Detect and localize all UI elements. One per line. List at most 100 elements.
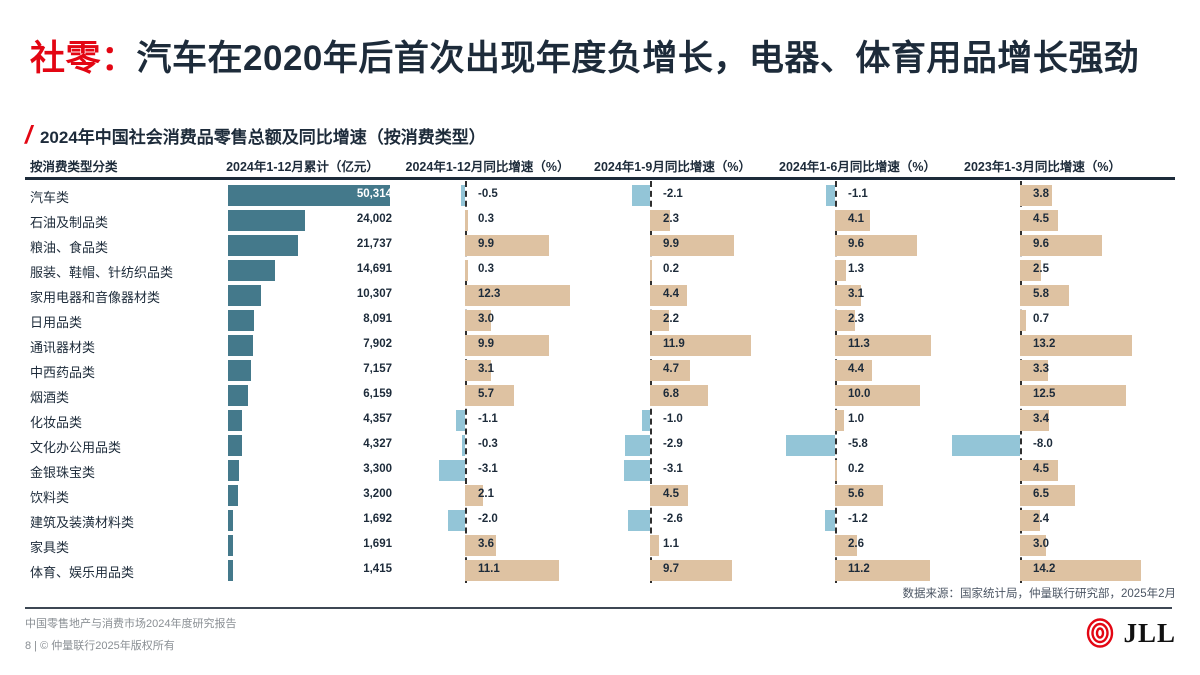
- growth-bar-negative: [824, 510, 835, 531]
- growth-value: 2.3: [663, 213, 679, 225]
- chart-title-text: 2024年中国社会消费品零售总额及同比增速（按消费类型）: [39, 128, 486, 147]
- footer-divider: [25, 607, 1172, 609]
- growth-value: 9.9: [478, 238, 494, 250]
- category-label: 烟酒类: [30, 390, 70, 405]
- amount-bar: [228, 435, 242, 456]
- growth-bar-positive: [835, 460, 837, 481]
- growth-value: 4.7: [663, 363, 679, 375]
- amount-bar: [228, 310, 255, 331]
- growth-bar-positive: [1020, 285, 1070, 306]
- growth-bar-positive: [835, 385, 920, 406]
- amount-value: 1,691: [363, 538, 392, 550]
- growth-value: 0.2: [663, 263, 679, 275]
- growth-value: 4.5: [1033, 213, 1049, 225]
- growth-bar-positive: [465, 560, 560, 581]
- growth-value: 3.4: [1033, 413, 1049, 425]
- growth-value: -1.1: [848, 188, 868, 200]
- source-note: 数据来源：国家统计局，仲量联行研究部，2025年2月: [902, 588, 1176, 600]
- amount-value: 4,357: [363, 413, 392, 425]
- amount-bar: [228, 535, 234, 556]
- growth-value: 13.2: [1033, 338, 1056, 350]
- category-label: 粮油、食品类: [30, 240, 109, 255]
- growth-value: -2.6: [663, 513, 683, 525]
- growth-bar-positive: [650, 235, 735, 256]
- amount-value: 7,902: [363, 338, 392, 350]
- growth-bar-positive: [1020, 310, 1026, 331]
- amount-bar: [228, 385, 248, 406]
- growth-bar-negative: [438, 460, 465, 481]
- growth-value: 4.4: [848, 363, 864, 375]
- growth-value: 9.9: [478, 338, 494, 350]
- growth-bar-positive: [650, 310, 669, 331]
- growth-value: 12.3: [478, 288, 501, 300]
- growth-bar-positive: [650, 335, 752, 356]
- growth-value: -2.9: [663, 438, 683, 450]
- growth-value: 4.5: [663, 488, 679, 500]
- category-label: 石油及制品类: [30, 215, 109, 230]
- header-divider: [25, 177, 1175, 180]
- growth-bar-positive: [835, 360, 873, 381]
- category-label: 建筑及装潢材料类: [30, 515, 135, 530]
- growth-value: 3.3: [1033, 363, 1049, 375]
- growth-value: 3.8: [1033, 188, 1049, 200]
- growth-bar-positive: [835, 485, 883, 506]
- column-header-growth-2024-9: 2024年1-9月同比增速（%）: [594, 160, 751, 174]
- growth-bar-negative: [632, 185, 650, 206]
- growth-bar-positive: [1020, 485, 1076, 506]
- footer-copyright-line: 8 | © 仲量联行2025年版权所有: [25, 640, 175, 652]
- growth-value: 3.6: [478, 538, 494, 550]
- growth-bar-positive: [1020, 385, 1127, 406]
- growth-value: 6.5: [1033, 488, 1049, 500]
- amount-value: 10,307: [356, 288, 392, 300]
- amount-bar: [228, 285, 262, 306]
- page-title-text: 汽车在2020年后首次出现年度负增长，电器、体育用品增长强劲: [136, 39, 1140, 78]
- growth-bar-negative: [625, 435, 650, 456]
- growth-bar-positive: [465, 335, 550, 356]
- growth-bar-positive: [835, 210, 870, 231]
- growth-bar-negative: [627, 510, 650, 531]
- growth-value: 0.2: [848, 463, 864, 475]
- category-label: 家具类: [30, 540, 70, 555]
- amount-bar: [228, 460, 239, 481]
- growth-value: -1.1: [478, 413, 498, 425]
- growth-value: -3.1: [663, 463, 683, 475]
- amount-value: 50,314: [356, 188, 392, 200]
- growth-bar-negative: [462, 435, 465, 456]
- page-title-accent: 社零：: [30, 39, 137, 78]
- growth-value: -1.0: [663, 413, 683, 425]
- growth-value: 2.6: [848, 538, 864, 550]
- growth-value: 6.8: [663, 388, 679, 400]
- growth-bar-positive: [835, 410, 844, 431]
- growth-value: 4.1: [848, 213, 864, 225]
- growth-value: 2.1: [478, 488, 494, 500]
- growth-bar-positive: [835, 535, 858, 556]
- growth-bar-positive: [465, 235, 550, 256]
- growth-bar-positive: [1020, 510, 1041, 531]
- amount-bar: [228, 210, 306, 231]
- growth-value: 3.1: [848, 288, 864, 300]
- amount-value: 8,091: [363, 313, 392, 325]
- growth-bar-positive: [1020, 535, 1046, 556]
- growth-value: 2.2: [663, 313, 679, 325]
- amount-value: 6,159: [363, 388, 392, 400]
- growth-value: 11.3: [848, 338, 870, 350]
- growth-bar-positive: [465, 260, 468, 281]
- category-label: 服装、鞋帽、针纺织品类: [30, 265, 174, 280]
- growth-value: 11.9: [663, 338, 685, 350]
- category-label: 饮料类: [30, 490, 70, 505]
- growth-value: -3.1: [478, 463, 498, 475]
- footer-report-line: 中国零售地产与消费市场2024年度研究报告: [25, 618, 237, 630]
- column-header-growth-2024-12: 2024年1-12月同比增速（%）: [405, 160, 570, 174]
- growth-value: 14.2: [1033, 563, 1056, 575]
- growth-value: 4.4: [663, 288, 679, 300]
- amount-value: 14,691: [356, 263, 392, 275]
- category-label: 金银珠宝类: [30, 465, 96, 480]
- amount-bar: [228, 510, 234, 531]
- amount-value: 1,692: [363, 513, 392, 525]
- growth-bar-positive: [465, 210, 468, 231]
- growth-bar-positive: [465, 485, 483, 506]
- amount-bar: [228, 235, 298, 256]
- growth-value: 2.4: [1033, 513, 1049, 525]
- growth-bar-positive: [650, 210, 670, 231]
- category-label: 汽车类: [30, 190, 70, 205]
